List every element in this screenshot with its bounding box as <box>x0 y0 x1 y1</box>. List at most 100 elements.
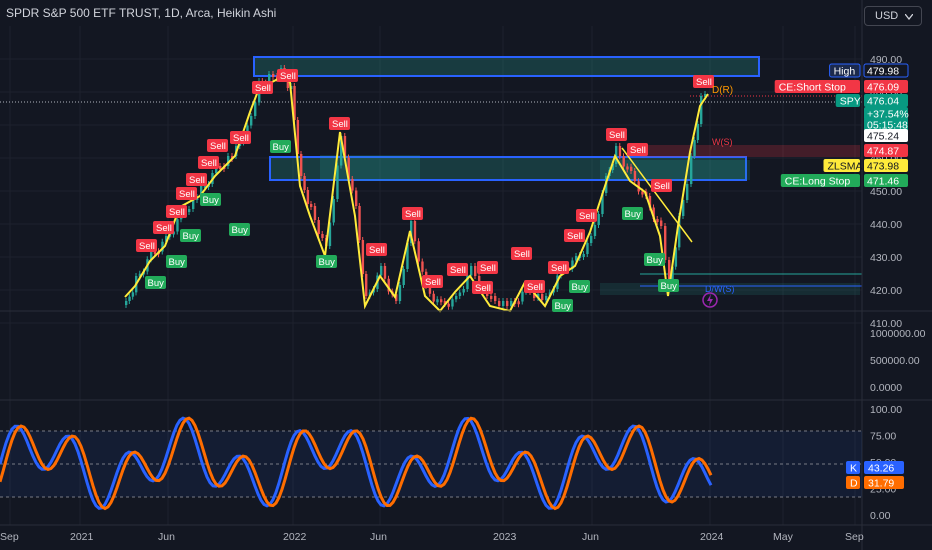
buy-signal: Buy <box>569 280 590 293</box>
svg-text:Sell: Sell <box>255 83 271 94</box>
svg-text:Sell: Sell <box>156 223 172 234</box>
svg-text:Buy: Buy <box>319 257 336 268</box>
price-tag: 475.24 <box>864 129 908 143</box>
sell-signal: Sell <box>422 275 443 288</box>
candles <box>125 65 707 310</box>
price-tag: High 479.98 <box>829 63 909 78</box>
annotation-support-mid: W(S) <box>712 137 733 147</box>
stoch-tag: K 43.26 <box>846 461 904 475</box>
sell-signal: Sell <box>252 81 273 94</box>
sell-signal: Sell <box>477 261 498 274</box>
currency-selector[interactable]: USD <box>864 6 922 26</box>
zlsma-line <box>124 76 709 313</box>
svg-text:31.79: 31.79 <box>868 478 894 490</box>
svg-text:Sell: Sell <box>514 249 530 260</box>
svg-text:Sell: Sell <box>696 77 712 88</box>
svg-text:K: K <box>850 463 857 475</box>
svg-text:Sell: Sell <box>425 277 441 288</box>
svg-text:Sell: Sell <box>179 189 195 200</box>
price-tick: 420.00 <box>870 285 902 297</box>
stoch-tag: D 31.79 <box>846 476 904 490</box>
sell-signal: Sell <box>402 207 423 220</box>
svg-text:Buy: Buy <box>647 255 664 266</box>
sell-signal: Sell <box>198 156 219 169</box>
time-tick: Jun <box>582 531 599 543</box>
sell-signal: Sell <box>576 209 597 222</box>
annotation-resistance: D(R) <box>712 85 733 96</box>
buy-signal: Buy <box>644 253 665 266</box>
time-tick: Jun <box>158 531 175 543</box>
price-tag-label: CE:Long Stop <box>785 176 851 188</box>
annotation-support-low: D/W(S) <box>705 284 735 294</box>
svg-text:Buy: Buy <box>232 225 249 236</box>
svg-text:Sell: Sell <box>139 241 155 252</box>
zones <box>253 56 860 295</box>
price-tag: CE:Short Stop 476.09 <box>774 80 908 94</box>
sell-signal: Sell <box>564 229 585 242</box>
stoch-tick: 75.00 <box>870 431 896 443</box>
sell-signal: Sell <box>230 131 251 144</box>
price-tag: CE:Long Stop 471.46 <box>780 174 908 188</box>
sell-signal: Sell <box>693 75 714 88</box>
sell-signal: Sell <box>366 243 387 256</box>
svg-text:Sell: Sell <box>609 130 625 141</box>
sell-signal: Sell <box>277 69 298 82</box>
price-tag-value: 471.46 <box>867 176 899 188</box>
svg-text:Sell: Sell <box>169 207 185 218</box>
price-tick: 410.00 <box>870 318 902 330</box>
svg-text:43.26: 43.26 <box>868 463 894 475</box>
sell-signal: Sell <box>329 117 350 130</box>
svg-text:Sell: Sell <box>369 245 385 256</box>
time-tick: Sep <box>0 531 19 543</box>
price-tag-value: 474.87 <box>867 146 899 158</box>
price-tick: 490.00 <box>870 54 902 66</box>
sell-signal: Sell <box>136 239 157 252</box>
svg-text:Sell: Sell <box>405 209 421 220</box>
price-tag: 05:15:48 <box>864 118 908 132</box>
zone-red-1 <box>640 145 860 157</box>
buy-signal: Buy <box>658 279 679 292</box>
svg-text:D: D <box>850 478 858 490</box>
sell-signal: Sell <box>153 221 174 234</box>
price-tag-value: 476.04 <box>867 96 899 108</box>
price-tick: 430.00 <box>870 252 902 264</box>
sell-signal: Sell <box>524 280 545 293</box>
svg-text:Sell: Sell <box>630 145 646 156</box>
buy-signal: Buy <box>270 140 291 153</box>
svg-text:Sell: Sell <box>280 71 296 82</box>
time-tick: 2024 <box>700 531 724 543</box>
time-tick: Sep <box>845 531 864 543</box>
time-tick: 2023 <box>493 531 517 543</box>
price-tag-label: CE:Short Stop <box>779 82 846 94</box>
chart-title: SPDR S&P 500 ETF TRUST, 1D, Arca, Heikin… <box>6 6 277 20</box>
volume-tick: 1000000.00 <box>870 328 926 340</box>
sell-signal: Sell <box>548 261 569 274</box>
stoch-tick: 100.00 <box>870 404 902 416</box>
price-tags: High 479.98 CE:Short Stop 476.09 SPY 476.04+3… <box>774 63 909 490</box>
sell-signal: Sell <box>166 205 187 218</box>
svg-text:Buy: Buy <box>661 281 678 292</box>
svg-text:Buy: Buy <box>203 195 220 206</box>
buy-signal: Buy <box>200 193 221 206</box>
price-tag: SPY 476.04 <box>835 94 908 108</box>
svg-text:Sell: Sell <box>189 175 205 186</box>
sell-signal: Sell <box>207 139 228 152</box>
svg-text:Buy: Buy <box>183 231 200 242</box>
lightning-icon[interactable] <box>702 292 718 308</box>
time-tick: 2021 <box>70 531 94 543</box>
price-tag-value: 05:15:48 <box>867 120 908 132</box>
volume-axis[interactable]: 1000000.00 500000.00 0.0000 <box>870 328 926 394</box>
svg-text:Sell: Sell <box>332 119 348 130</box>
svg-text:Sell: Sell <box>233 133 249 144</box>
sell-signal: Sell <box>186 173 207 186</box>
price-tag-label: High <box>834 66 856 78</box>
price-tick: 440.00 <box>870 219 902 231</box>
svg-text:Sell: Sell <box>654 181 670 192</box>
time-axis[interactable]: Sep 2021 Jun 2022 Jun 2023 Jun 2024 May Sep <box>0 531 864 543</box>
chevron-down-icon <box>905 14 913 20</box>
svg-text:Sell: Sell <box>527 282 543 293</box>
volume-tick: 500000.00 <box>870 355 920 367</box>
svg-text:Sell: Sell <box>567 231 583 242</box>
zone-green-right <box>600 160 750 180</box>
